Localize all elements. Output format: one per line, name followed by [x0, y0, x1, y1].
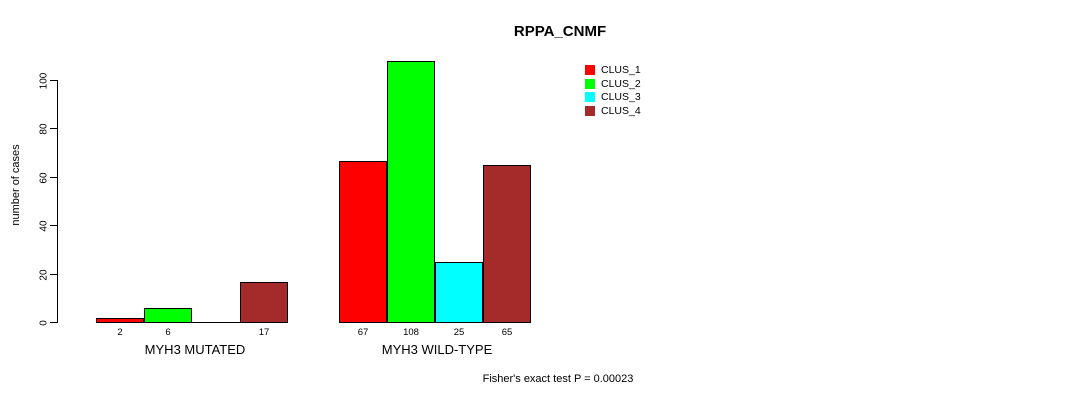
y-axis-tick-label: 40: [38, 220, 50, 232]
bar-clus-2-group-0: [144, 308, 192, 323]
chart-title: RPPA_CNMF: [513, 23, 607, 40]
bar-value-label: 2: [117, 327, 123, 338]
legend-label-clus-2: CLUS_2: [601, 77, 641, 90]
legend-item-clus-4: CLUS_4: [585, 104, 641, 117]
y-axis-label: number of cases: [10, 144, 22, 226]
bar-value-label: 17: [258, 327, 270, 338]
bar-clus-4-group-0: [240, 282, 288, 323]
y-axis-tick: [50, 225, 58, 226]
y-axis-tick: [50, 274, 58, 275]
bar-clus-3-group-1: [435, 262, 483, 323]
legend-item-clus-1: CLUS_1: [585, 65, 641, 76]
legend-swatch-clus-3-icon: [585, 92, 595, 103]
y-axis-tick: [50, 128, 58, 129]
bar-clus-1-group-0: [96, 318, 144, 323]
y-axis-tick: [50, 80, 58, 81]
fisher-test-text: Fisher's exact test P = 0.00023: [482, 373, 634, 385]
legend-label-clus-1: CLUS_1: [601, 64, 641, 76]
y-axis-tick-label: 20: [38, 269, 50, 281]
y-axis-tick-label: 100: [38, 72, 50, 90]
y-axis-tick-label: 80: [38, 123, 50, 135]
legend-swatch-clus-4-icon: [585, 105, 595, 116]
group-label-myh3-mutated: MYH3 MUTATED: [144, 342, 246, 357]
y-axis-tick: [50, 322, 58, 323]
legend: CLUS_1 CLUS_2 CLUS_3 CLUS_4: [585, 65, 641, 116]
legend-swatch-clus-2-icon: [585, 78, 595, 89]
legend-swatch-clus-1-icon: [585, 65, 595, 76]
bar-value-label: 67: [357, 327, 369, 338]
legend-label-clus-3: CLUS_3: [601, 91, 641, 103]
y-axis-tick-label: 0: [38, 320, 50, 326]
bar-clus-3-group-0-zero: [192, 322, 240, 323]
bar-clus-1-group-1: [339, 161, 387, 323]
bar-value-label: 6: [165, 327, 171, 338]
legend-label-clus-4: CLUS_4: [601, 104, 641, 117]
bar-clus-4-group-1: [483, 165, 531, 323]
legend-item-clus-3: CLUS_3: [585, 92, 641, 103]
y-axis-tick-label: 60: [38, 172, 50, 184]
legend-item-clus-2: CLUS_2: [585, 77, 641, 90]
bar-value-label: 108: [403, 327, 419, 338]
group-label-myh3-wild-type: MYH3 WILD-TYPE: [381, 342, 493, 357]
y-axis-line: [57, 80, 58, 323]
bar-value-label: 65: [501, 327, 513, 338]
bar-clus-2-group-1: [387, 61, 435, 323]
y-axis-tick: [50, 177, 58, 178]
bar-value-label: 25: [453, 327, 465, 338]
